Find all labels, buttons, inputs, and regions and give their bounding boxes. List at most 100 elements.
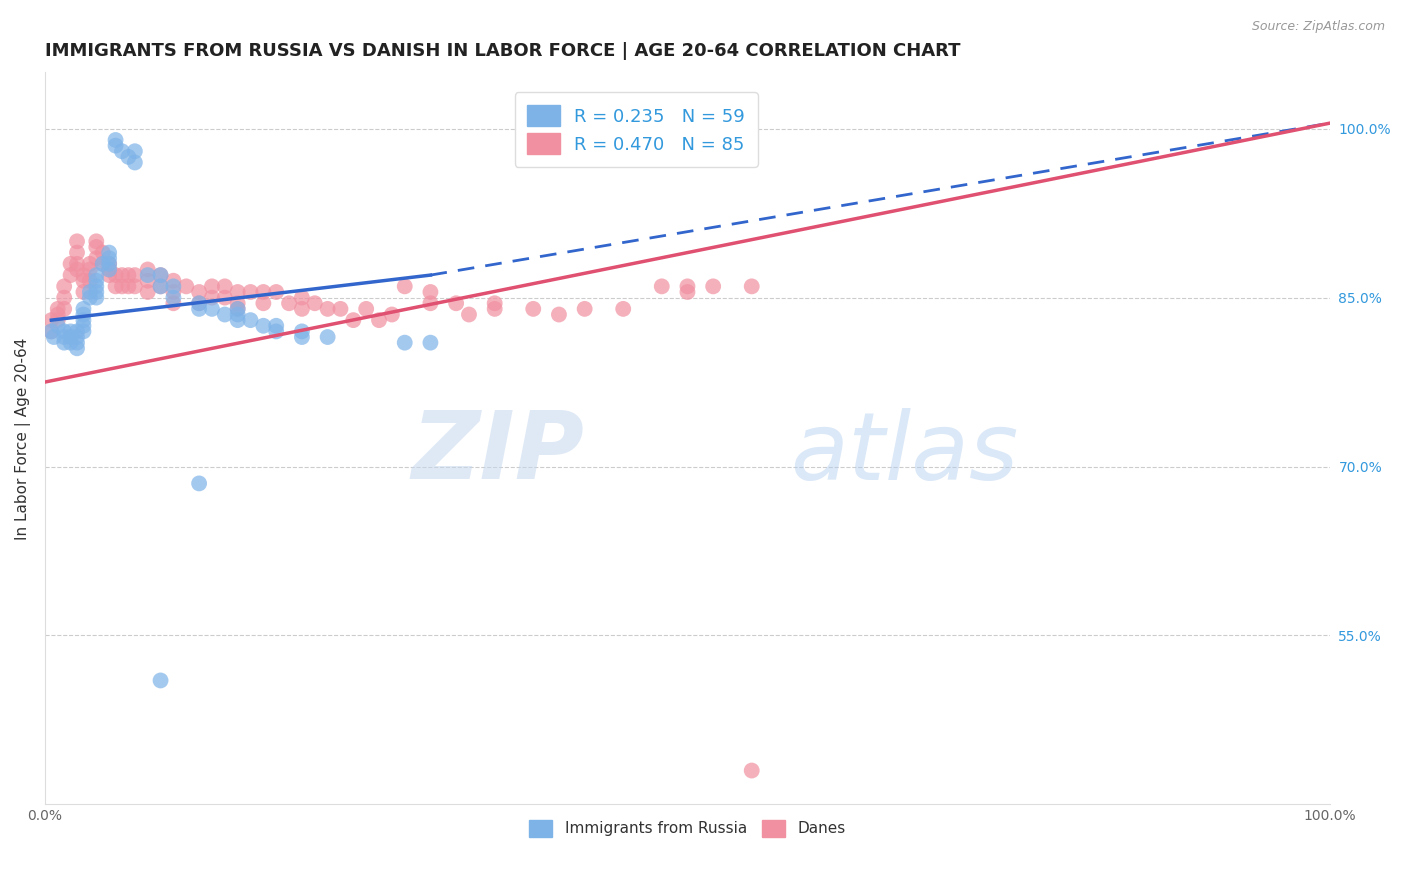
Point <box>329 301 352 316</box>
Point <box>149 279 172 293</box>
Point <box>252 296 274 310</box>
Point <box>59 268 82 282</box>
Point <box>59 325 82 339</box>
Point <box>72 274 94 288</box>
Point <box>53 330 76 344</box>
Text: Source: ZipAtlas.com: Source: ZipAtlas.com <box>1251 20 1385 33</box>
Point <box>342 313 364 327</box>
Point <box>59 257 82 271</box>
Point <box>291 325 314 339</box>
Point <box>79 285 101 299</box>
Point <box>252 318 274 333</box>
Point <box>201 279 224 293</box>
Point <box>39 325 62 339</box>
Point <box>136 268 159 282</box>
Point <box>741 279 763 293</box>
Point <box>264 325 287 339</box>
Point <box>66 245 89 260</box>
Point <box>72 285 94 299</box>
Point <box>188 301 211 316</box>
Point <box>226 296 249 310</box>
Point <box>124 279 146 293</box>
Point <box>72 318 94 333</box>
Point <box>136 274 159 288</box>
Point <box>42 330 65 344</box>
Point <box>72 325 94 339</box>
Point <box>316 301 339 316</box>
Point <box>46 313 69 327</box>
Point <box>291 301 314 316</box>
Point <box>419 285 441 299</box>
Point <box>91 257 114 271</box>
Point <box>291 330 314 344</box>
Point <box>522 301 544 316</box>
Point <box>124 268 146 282</box>
Point <box>79 262 101 277</box>
Point <box>226 301 249 316</box>
Point <box>66 235 89 249</box>
Point <box>239 285 262 299</box>
Point <box>162 296 184 310</box>
Point <box>252 285 274 299</box>
Point <box>419 296 441 310</box>
Point <box>201 301 224 316</box>
Point <box>53 291 76 305</box>
Point <box>53 301 76 316</box>
Point <box>39 325 62 339</box>
Point <box>98 251 121 265</box>
Point <box>214 308 236 322</box>
Point <box>149 279 172 293</box>
Point <box>72 308 94 322</box>
Point <box>98 262 121 277</box>
Point <box>226 308 249 322</box>
Point <box>548 308 571 322</box>
Point <box>117 279 139 293</box>
Point <box>419 335 441 350</box>
Point <box>104 138 127 153</box>
Point <box>66 330 89 344</box>
Point <box>174 279 197 293</box>
Point <box>162 279 184 293</box>
Point <box>702 279 724 293</box>
Point <box>304 296 326 310</box>
Point <box>98 257 121 271</box>
Point <box>291 291 314 305</box>
Point <box>264 285 287 299</box>
Point <box>162 291 184 305</box>
Point <box>111 268 134 282</box>
Point <box>201 291 224 305</box>
Point <box>98 257 121 271</box>
Point <box>162 274 184 288</box>
Point <box>214 279 236 293</box>
Point <box>79 291 101 305</box>
Point <box>264 318 287 333</box>
Point <box>84 274 107 288</box>
Point <box>84 251 107 265</box>
Point <box>612 301 634 316</box>
Point <box>136 262 159 277</box>
Point <box>651 279 673 293</box>
Point <box>117 268 139 282</box>
Point <box>66 257 89 271</box>
Point <box>226 301 249 316</box>
Text: ZIP: ZIP <box>412 407 585 499</box>
Point <box>149 268 172 282</box>
Point <box>188 476 211 491</box>
Point <box>124 155 146 169</box>
Point <box>239 313 262 327</box>
Y-axis label: In Labor Force | Age 20-64: In Labor Force | Age 20-64 <box>15 337 31 540</box>
Point <box>66 341 89 355</box>
Point <box>188 296 211 310</box>
Point <box>79 274 101 288</box>
Point <box>53 279 76 293</box>
Point <box>124 145 146 159</box>
Point <box>162 285 184 299</box>
Point <box>66 325 89 339</box>
Point <box>226 285 249 299</box>
Point <box>84 240 107 254</box>
Point <box>188 285 211 299</box>
Point <box>394 335 416 350</box>
Point <box>676 285 699 299</box>
Point <box>149 268 172 282</box>
Point <box>104 133 127 147</box>
